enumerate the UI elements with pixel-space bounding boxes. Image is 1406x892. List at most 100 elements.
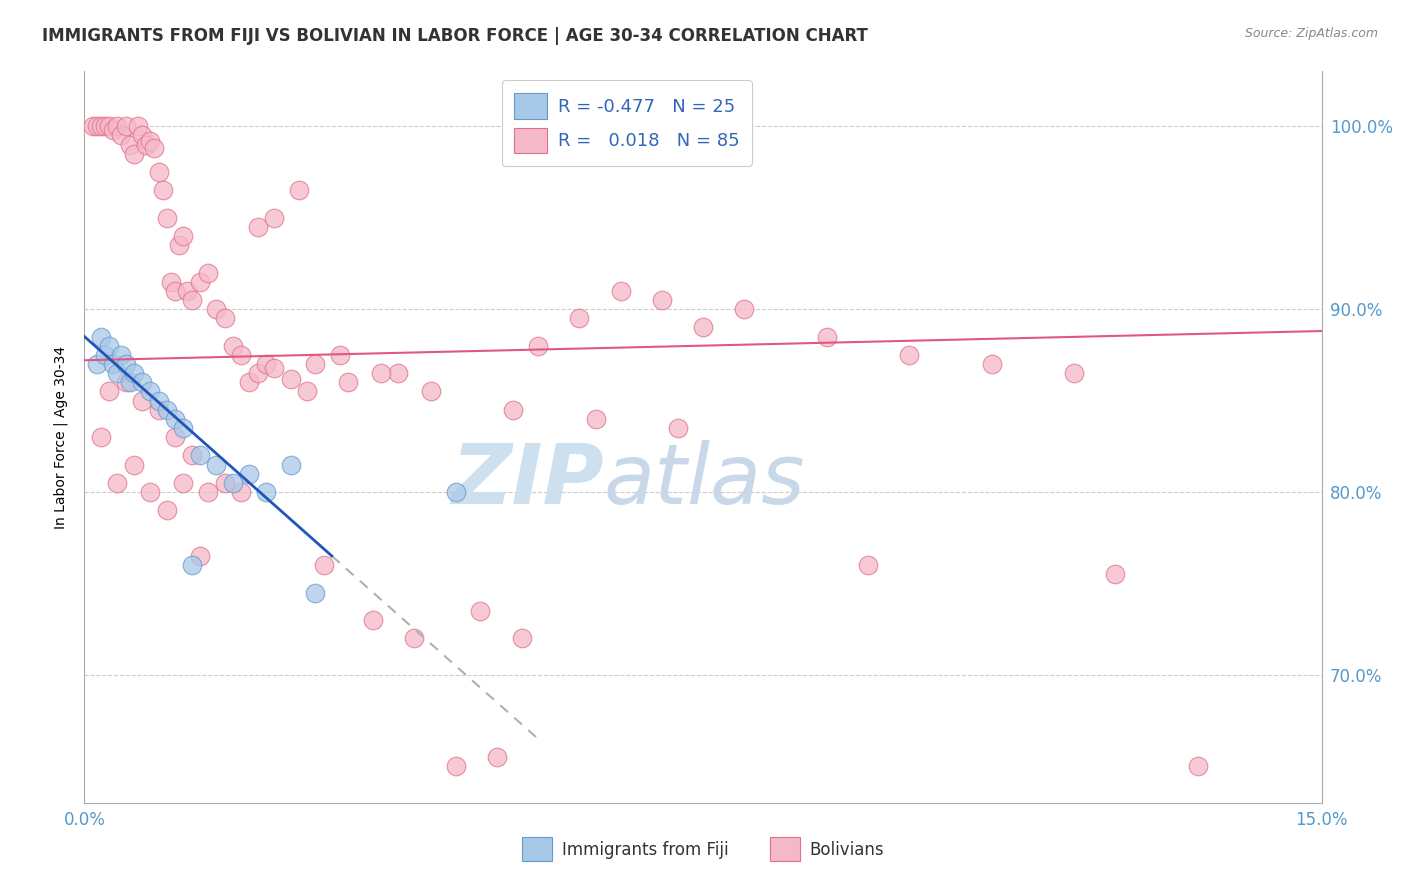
Point	[148, 393, 170, 408]
Point	[86, 357, 108, 371]
Point	[304, 357, 326, 371]
Point	[135, 137, 157, 152]
Point	[114, 120, 136, 134]
Point	[90, 120, 112, 134]
Point	[118, 376, 141, 390]
Point	[139, 485, 162, 500]
Point	[222, 475, 245, 490]
Point	[122, 366, 145, 380]
Point	[1187, 759, 1209, 773]
Point	[110, 128, 132, 143]
Point	[165, 412, 187, 426]
Point	[139, 134, 162, 148]
Point	[105, 120, 128, 134]
Point	[127, 120, 149, 134]
Point	[361, 613, 384, 627]
Point	[103, 357, 125, 371]
Point	[86, 120, 108, 134]
Point	[329, 348, 352, 362]
Point	[180, 293, 202, 307]
Point	[152, 183, 174, 197]
Point	[167, 238, 190, 252]
Point	[114, 376, 136, 390]
Point	[98, 384, 121, 399]
Point	[160, 275, 183, 289]
Point	[156, 402, 179, 417]
Point	[263, 211, 285, 225]
Point	[254, 485, 277, 500]
Y-axis label: In Labor Force | Age 30-34: In Labor Force | Age 30-34	[53, 345, 69, 529]
Point	[370, 366, 392, 380]
Point	[148, 165, 170, 179]
Text: IMMIGRANTS FROM FIJI VS BOLIVIAN IN LABOR FORCE | AGE 30-34 CORRELATION CHART: IMMIGRANTS FROM FIJI VS BOLIVIAN IN LABO…	[42, 27, 868, 45]
Point	[246, 219, 269, 234]
Point	[444, 759, 467, 773]
Text: ZIP: ZIP	[451, 441, 605, 522]
Point	[254, 357, 277, 371]
Point	[502, 402, 524, 417]
Point	[188, 449, 211, 463]
Point	[238, 467, 260, 481]
Point	[692, 320, 714, 334]
Point	[856, 558, 879, 573]
Point	[156, 503, 179, 517]
Point	[98, 339, 121, 353]
Point	[419, 384, 441, 399]
Point	[280, 458, 302, 472]
Point	[176, 284, 198, 298]
Point	[98, 120, 121, 134]
Point	[280, 371, 302, 385]
Point	[238, 376, 260, 390]
Point	[815, 329, 838, 343]
Point	[197, 266, 219, 280]
Point	[188, 275, 211, 289]
Point	[312, 558, 335, 573]
Legend: Immigrants from Fiji, Bolivians: Immigrants from Fiji, Bolivians	[515, 830, 891, 868]
Point	[1104, 567, 1126, 582]
Text: Source: ZipAtlas.com: Source: ZipAtlas.com	[1244, 27, 1378, 40]
Point	[510, 632, 533, 646]
Point	[733, 302, 755, 317]
Point	[470, 604, 492, 618]
Point	[229, 348, 252, 362]
Point	[188, 549, 211, 563]
Point	[222, 339, 245, 353]
Point	[139, 384, 162, 399]
Point	[94, 120, 117, 134]
Point	[165, 284, 187, 298]
Point	[165, 430, 187, 444]
Point	[337, 376, 360, 390]
Point	[568, 311, 591, 326]
Point	[288, 183, 311, 197]
Point	[527, 339, 550, 353]
Point	[105, 366, 128, 380]
Point	[197, 485, 219, 500]
Point	[1063, 366, 1085, 380]
Point	[485, 750, 508, 764]
Point	[172, 229, 194, 244]
Point	[103, 123, 125, 137]
Point	[180, 449, 202, 463]
Point	[444, 485, 467, 500]
Point	[131, 376, 153, 390]
Point	[214, 475, 236, 490]
Point	[898, 348, 921, 362]
Point	[172, 475, 194, 490]
Point	[90, 430, 112, 444]
Point	[651, 293, 673, 307]
Point	[609, 284, 631, 298]
Point	[143, 141, 166, 155]
Text: atlas: atlas	[605, 441, 806, 522]
Point	[585, 412, 607, 426]
Point	[666, 421, 689, 435]
Point	[122, 146, 145, 161]
Point	[295, 384, 318, 399]
Point	[148, 402, 170, 417]
Point	[246, 366, 269, 380]
Point	[980, 357, 1002, 371]
Point	[214, 311, 236, 326]
Point	[82, 120, 104, 134]
Point	[404, 632, 426, 646]
Point	[90, 329, 112, 343]
Point	[118, 137, 141, 152]
